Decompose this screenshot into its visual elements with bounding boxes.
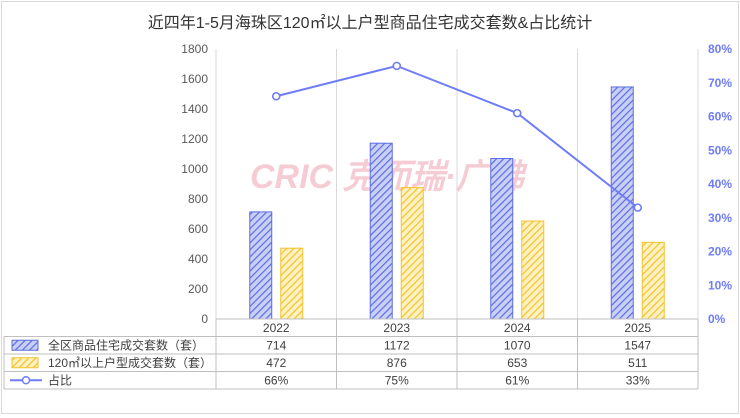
y-left-tick-label: 200 <box>188 282 208 296</box>
line-point <box>512 108 522 118</box>
y-left-tick-label: 600 <box>188 222 208 236</box>
y-axis-left: 0 200 400 600 800 1000 1200 1400 1600 1800 <box>181 42 208 326</box>
y-right-tick-label: 50% <box>708 143 732 157</box>
bar-series-layer <box>249 86 665 320</box>
x-tick-label: 2025 <box>624 321 651 335</box>
y-left-tick-label: 1800 <box>181 42 208 56</box>
y-left-tick-label: 1600 <box>181 72 208 86</box>
combo-chart: 近四年1-5月海珠区120㎡以上户型商品住宅成交套数&占比统计 CRIC 克而瑞… <box>3 14 732 390</box>
line-point <box>392 61 402 71</box>
line-point <box>271 91 281 101</box>
x-tick-label: 2024 <box>504 321 531 335</box>
chart-title: 近四年1-5月海珠区120㎡以上户型商品住宅成交套数&占比统计 <box>148 14 593 32</box>
table-cell: 472 <box>266 356 286 370</box>
y-right-tick-label: 0% <box>708 312 726 326</box>
y-right-tick-label: 40% <box>708 177 732 191</box>
bar <box>280 247 304 320</box>
line-point <box>633 203 643 212</box>
y-right-tick-label: 10% <box>708 278 732 292</box>
legend-label: 120㎡以上户型成交套数（套） <box>48 355 212 370</box>
y-right-tick-label: 80% <box>708 42 732 56</box>
table-cell: 714 <box>266 338 286 352</box>
bar <box>249 211 273 320</box>
legend-label: 占比 <box>48 372 72 387</box>
y-left-tick-label: 800 <box>188 192 208 206</box>
legend-label: 全区商品住宅成交套数（套） <box>48 337 204 352</box>
legend-swatch <box>11 357 39 369</box>
x-tick-label: 2023 <box>383 321 410 335</box>
y-right-tick-label: 70% <box>708 76 732 90</box>
y-left-tick-label: 400 <box>188 252 208 266</box>
x-tick-label: 2022 <box>263 321 290 335</box>
y-right-tick-label: 30% <box>708 211 732 225</box>
y-left-tick-label: 1000 <box>181 162 208 176</box>
y-left-tick-label: 1200 <box>181 132 208 146</box>
y-right-tick-label: 60% <box>708 110 732 124</box>
table-cell: 876 <box>387 356 407 370</box>
table-cell: 61% <box>505 373 529 387</box>
table-cell: 66% <box>264 373 288 387</box>
bar <box>400 187 424 320</box>
bar <box>521 220 545 320</box>
table-cell: 511 <box>628 356 647 370</box>
data-table: 2022 2023 2024 2025 全区商品住宅成交套数（套） 714 1172 1070… <box>3 318 699 390</box>
table-cell: 1172 <box>384 338 410 352</box>
bar <box>641 241 665 320</box>
bar <box>610 86 634 320</box>
y-left-tick-label: 0 <box>201 312 208 326</box>
legend-swatch <box>11 339 39 351</box>
y-right-tick-label: 20% <box>708 245 732 259</box>
table-cell: 653 <box>507 356 527 370</box>
table-cell: 1070 <box>504 338 531 352</box>
line-series-layer <box>271 61 643 212</box>
y-left-tick-label: 1400 <box>181 102 208 116</box>
y-axis-right: 0% 10% 20% 30% 40% 50% 60% 70% 80% <box>708 42 732 326</box>
bar <box>369 142 393 320</box>
line-series-path <box>276 64 639 209</box>
legend-marker <box>21 376 31 385</box>
table-cell: 33% <box>626 373 650 387</box>
bar <box>490 158 514 320</box>
table-cell: 75% <box>385 373 409 387</box>
table-cell: 1547 <box>624 338 651 352</box>
